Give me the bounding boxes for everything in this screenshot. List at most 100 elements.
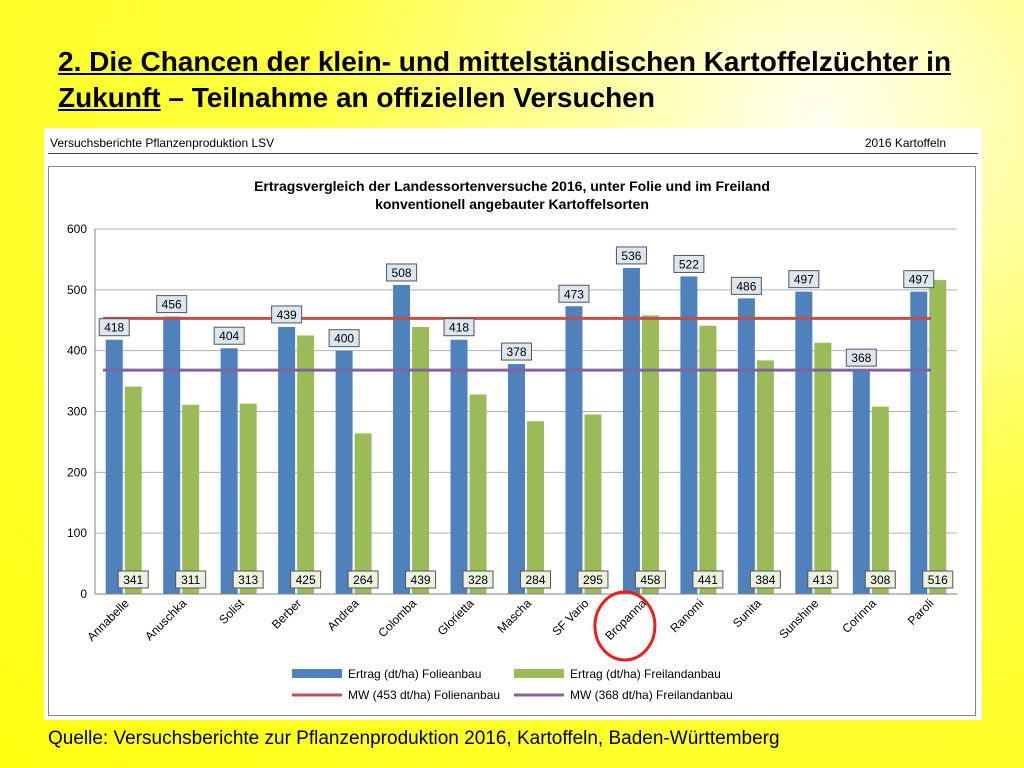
data-label-box	[922, 570, 954, 589]
data-label-folie: 404	[219, 329, 239, 343]
bar-freiland	[412, 326, 430, 594]
data-label-freiland: 425	[296, 573, 316, 587]
x-tick-label: Bropanna	[602, 596, 649, 643]
data-label-box	[634, 570, 666, 589]
data-label-folie: 536	[621, 249, 641, 263]
data-label-folie: 486	[736, 279, 756, 293]
bar-freiland	[756, 360, 774, 594]
data-label-box	[156, 295, 188, 314]
legend-label: MW (368 dt/ha) Freilandanbau	[570, 688, 733, 702]
data-label-box	[271, 305, 303, 324]
bar-freiland	[354, 433, 372, 594]
data-label-box	[213, 326, 245, 345]
data-label-folie: 378	[506, 345, 526, 359]
bar-freiland	[469, 394, 487, 594]
bar-folie	[565, 306, 583, 594]
legend-label: Ertrag (dt/ha) Folieanbau	[348, 667, 481, 681]
data-label-folie: 418	[449, 321, 469, 335]
bar-folie	[795, 291, 813, 594]
data-label-box	[864, 570, 896, 589]
data-label-freiland: 311	[181, 573, 200, 587]
data-label-box	[615, 246, 647, 265]
data-label-folie: 400	[334, 332, 354, 346]
data-label-box	[405, 570, 437, 589]
x-tick-label: Mascha	[495, 596, 535, 636]
bar-folie	[910, 291, 928, 594]
bar-folie	[737, 298, 755, 594]
yield-chart: Ertragsvergleich der Landessortenversuch…	[67, 178, 957, 702]
x-tick-label: Colomba	[375, 596, 419, 640]
chart-title-line1: Ertragsvergleich der Landessortenversuch…	[254, 178, 770, 194]
source-note: Quelle: Versuchsberichte zur Pflanzenpro…	[48, 728, 780, 749]
bar-freiland	[814, 342, 832, 594]
data-label-freiland: 341	[123, 573, 143, 587]
bar-freiland	[239, 403, 257, 594]
data-label-freiland: 516	[928, 573, 948, 587]
data-label-box	[749, 570, 781, 589]
x-tick-label: Ranomi	[667, 596, 706, 635]
data-label-box	[98, 318, 130, 337]
data-label-box	[328, 329, 360, 348]
bar-freiland	[297, 335, 315, 594]
data-label-folie: 522	[679, 257, 699, 271]
legend-swatch	[292, 669, 342, 678]
x-tick-label: Berber	[269, 596, 304, 631]
bar-freiland	[527, 421, 544, 594]
data-label-box	[290, 570, 322, 589]
x-tick-label: Anuschka	[142, 596, 189, 643]
slide-title-rest: – Teilnahme an offiziellen Versuchen	[160, 82, 655, 113]
bar-folie	[852, 370, 870, 594]
bar-folie	[622, 267, 640, 594]
data-label-freiland: 441	[698, 573, 718, 587]
x-tick-label: Sunshine	[776, 596, 822, 642]
y-tick-label: 500	[67, 283, 87, 297]
bar-folie	[163, 316, 181, 594]
data-label-freiland: 264	[353, 573, 373, 587]
data-label-box	[788, 270, 820, 289]
bar-freiland	[641, 315, 659, 594]
data-label-box	[845, 348, 877, 367]
data-label-box	[520, 570, 551, 589]
bar-folie	[450, 339, 468, 594]
data-label-box	[577, 570, 609, 589]
bar-folie	[278, 326, 296, 594]
data-label-folie: 497	[909, 273, 929, 287]
chart-frame: Ertragsvergleich der Landessortenversuch…	[48, 166, 976, 716]
x-tick-label: Glorietta	[435, 596, 477, 638]
data-label-box	[117, 570, 149, 589]
data-label-box	[462, 570, 494, 589]
data-label-box	[175, 570, 207, 589]
data-label-freiland: 458	[640, 573, 660, 587]
slide-title: 2. Die Chancen der klein- und mittelstän…	[58, 44, 998, 116]
data-label-freiland: 439	[411, 573, 431, 587]
x-tick-label: SF Vario	[549, 596, 592, 639]
data-label-folie: 508	[392, 266, 412, 280]
bar-folie	[220, 348, 238, 594]
y-tick-label: 400	[67, 344, 87, 358]
data-label-box	[673, 254, 705, 273]
bar-freiland	[124, 386, 142, 594]
data-label-freiland: 413	[813, 573, 833, 587]
y-tick-label: 0	[80, 587, 87, 601]
bar-folie	[508, 364, 525, 594]
legend-label: MW (453 dt/ha) Folienanbau	[348, 688, 500, 702]
x-tick-label: Andrea	[324, 596, 361, 633]
data-label-box	[347, 570, 379, 589]
x-tick-label: Corinna	[839, 596, 879, 636]
x-tick-label: Paroli	[905, 596, 937, 628]
x-tick-label: Sunita	[730, 596, 764, 630]
data-label-box	[730, 276, 762, 295]
data-label-folie: 456	[162, 298, 182, 312]
bar-freiland	[182, 404, 200, 594]
report-panel: Versuchsberichte Pflanzenproduktion LSV …	[44, 128, 982, 720]
data-label-freiland: 295	[583, 573, 603, 587]
data-label-freiland: 308	[870, 573, 890, 587]
data-label-box	[903, 270, 935, 289]
data-label-box	[692, 570, 724, 589]
chart-title-line2: konventionell angebauter Kartoffelsorten	[375, 196, 649, 212]
x-tick-label: Annabelle	[84, 596, 132, 644]
bar-folie	[393, 284, 411, 594]
data-label-folie: 473	[564, 287, 584, 301]
data-label-folie: 497	[794, 273, 814, 287]
data-label-freiland: 384	[755, 573, 775, 587]
